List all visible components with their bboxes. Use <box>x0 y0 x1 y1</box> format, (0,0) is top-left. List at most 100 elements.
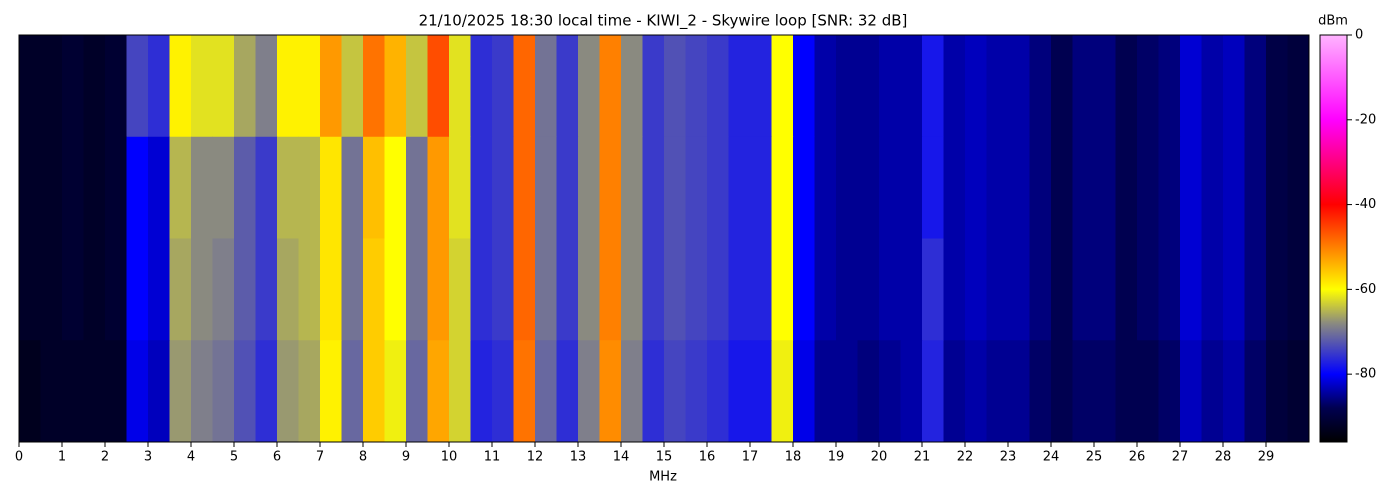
heat-cell <box>1008 35 1030 138</box>
heat-cell <box>922 340 944 443</box>
heat-cell <box>965 136 987 239</box>
heat-cell <box>341 35 364 138</box>
heat-cell <box>943 136 966 239</box>
heat-cell <box>556 136 579 239</box>
heat-cell <box>19 238 41 341</box>
heat-cell <box>900 238 923 341</box>
heat-cell <box>1051 340 1073 443</box>
heat-cell <box>1223 35 1245 138</box>
heat-cell <box>986 35 1009 138</box>
heat-cell <box>642 340 665 443</box>
heat-cell <box>685 340 708 443</box>
heat-cell <box>234 238 256 341</box>
heat-cell <box>1029 35 1052 138</box>
heat-cell <box>1180 238 1202 341</box>
heat-cell <box>556 238 579 341</box>
heat-cell <box>664 136 686 239</box>
x-tick-label: 5 <box>230 450 238 465</box>
heat-cell <box>169 238 192 341</box>
x-tick-label: 16 <box>699 450 716 465</box>
x-tick-label: 22 <box>957 450 974 465</box>
heat-cell <box>298 340 321 443</box>
heat-cell <box>728 35 751 138</box>
heat-cell <box>857 35 880 138</box>
heat-cell <box>277 340 299 443</box>
heat-cell <box>1115 35 1138 138</box>
heat-cell <box>513 35 536 138</box>
heat-cell <box>750 340 772 443</box>
heat-cell <box>105 340 127 443</box>
heat-cell <box>1072 136 1095 239</box>
heat-cell <box>277 35 299 138</box>
heat-cell <box>793 238 815 341</box>
heat-cell <box>363 238 385 341</box>
heat-cell <box>664 238 686 341</box>
heat-cell <box>406 340 428 443</box>
colorbar-tick-label: -80 <box>1355 367 1376 382</box>
heat-cell <box>19 340 41 443</box>
heat-cell <box>470 35 493 138</box>
colorbar-label: dBm <box>1318 14 1348 29</box>
heat-cell <box>771 136 794 239</box>
heat-cell <box>320 35 342 138</box>
heat-cell <box>685 238 708 341</box>
heat-cell <box>384 35 407 138</box>
heat-cell <box>728 238 751 341</box>
heat-cell <box>685 35 708 138</box>
heat-cell <box>1244 136 1267 239</box>
heat-cell <box>105 35 127 138</box>
heat-cell <box>1115 340 1138 443</box>
heat-cell <box>535 340 557 443</box>
heat-cell <box>277 136 299 239</box>
heat-cell <box>62 136 84 239</box>
heat-cell <box>685 136 708 239</box>
heat-cell <box>191 136 213 239</box>
heat-cell <box>320 340 342 443</box>
heat-cell <box>857 136 880 239</box>
heat-cell <box>900 136 923 239</box>
colorbar-tick-label: -20 <box>1355 112 1376 127</box>
heat-cell <box>191 340 213 443</box>
heat-cell <box>986 136 1009 239</box>
heat-cell <box>234 35 256 138</box>
heat-cell <box>406 35 428 138</box>
colorbar-tick-label: -60 <box>1355 282 1376 297</box>
heat-cell <box>1008 340 1030 443</box>
heat-cell <box>1137 340 1159 443</box>
heat-cell <box>1180 340 1202 443</box>
heat-cell <box>470 340 493 443</box>
heat-cell <box>965 238 987 341</box>
colorbar-tick-label: -40 <box>1355 197 1376 212</box>
heat-cell <box>212 35 235 138</box>
heat-cell <box>836 340 858 443</box>
heat-cell <box>148 136 170 239</box>
heat-cell <box>492 35 514 138</box>
heat-cell <box>148 238 170 341</box>
heat-cell <box>1094 35 1116 138</box>
heat-cell <box>621 35 643 138</box>
heat-cell <box>621 340 643 443</box>
heat-cell <box>1137 35 1159 138</box>
x-tick-label: 6 <box>273 450 281 465</box>
heat-cell <box>298 35 321 138</box>
heat-cell <box>320 136 342 239</box>
heat-cell <box>1072 340 1095 443</box>
heat-cell <box>62 340 84 443</box>
heat-cell <box>1094 340 1116 443</box>
heat-cell <box>599 340 622 443</box>
heat-cell <box>126 136 149 239</box>
heat-cell <box>1029 238 1052 341</box>
heat-cell <box>599 136 622 239</box>
x-tick-label: 15 <box>656 450 673 465</box>
heat-cell <box>449 136 471 239</box>
x-tick-label: 27 <box>1172 450 1189 465</box>
heat-cell <box>879 238 901 341</box>
heat-cell <box>1244 35 1267 138</box>
heat-cell <box>900 340 923 443</box>
heat-cell <box>427 238 450 341</box>
heat-cell <box>578 238 600 341</box>
heat-cell <box>513 340 536 443</box>
heat-cell <box>556 35 579 138</box>
heat-cell <box>1137 136 1159 239</box>
